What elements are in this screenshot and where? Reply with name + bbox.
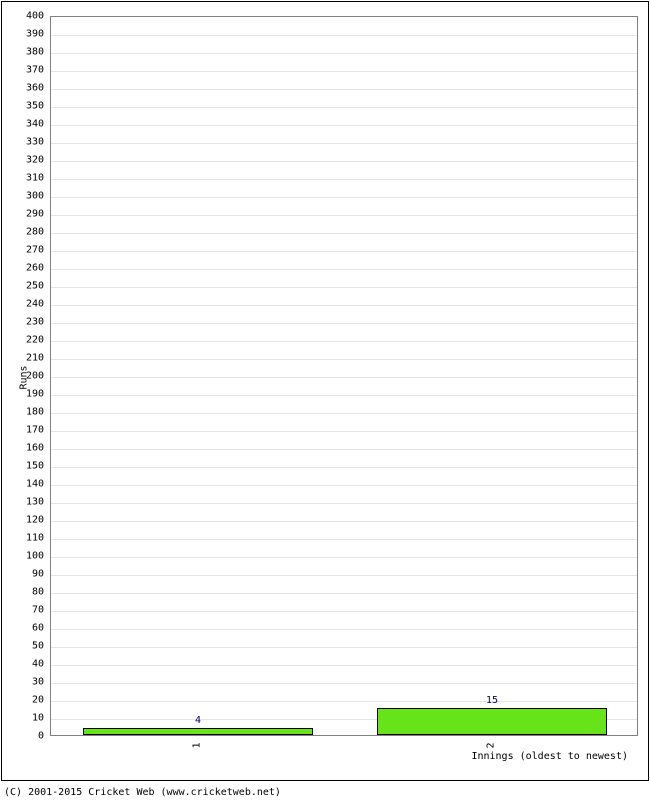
y-tick-label: 350 — [4, 101, 44, 112]
gridline — [51, 539, 637, 540]
gridline — [51, 197, 637, 198]
y-tick-label: 120 — [4, 515, 44, 526]
y-tick-label: 10 — [4, 713, 44, 724]
y-axis-title: Runs — [19, 365, 30, 389]
gridline — [51, 575, 637, 576]
y-tick-label: 340 — [4, 119, 44, 130]
y-tick-label: 190 — [4, 389, 44, 400]
y-tick-label: 370 — [4, 65, 44, 76]
y-tick-label: 20 — [4, 695, 44, 706]
gridline — [51, 593, 637, 594]
y-tick-label: 390 — [4, 29, 44, 40]
gridline — [51, 341, 637, 342]
y-tick-label: 50 — [4, 641, 44, 652]
gridline — [51, 503, 637, 504]
bar-value-label: 4 — [195, 715, 201, 726]
gridline — [51, 125, 637, 126]
y-tick-label: 300 — [4, 191, 44, 202]
plot-area: 4 15 — [50, 16, 638, 736]
y-tick-label: 30 — [4, 677, 44, 688]
y-tick-label: 70 — [4, 605, 44, 616]
gridline — [51, 359, 637, 360]
gridline — [51, 179, 637, 180]
y-tick-label: 400 — [4, 11, 44, 22]
gridline — [51, 611, 637, 612]
gridline — [51, 449, 637, 450]
gridline — [51, 467, 637, 468]
y-tick-label: 90 — [4, 569, 44, 580]
bar — [83, 728, 312, 735]
gridline — [51, 161, 637, 162]
y-tick-label: 260 — [4, 263, 44, 274]
gridline — [51, 647, 637, 648]
gridline — [51, 305, 637, 306]
y-tick-label: 240 — [4, 299, 44, 310]
y-tick-label: 40 — [4, 659, 44, 670]
gridline — [51, 395, 637, 396]
gridline — [51, 287, 637, 288]
gridline — [51, 71, 637, 72]
y-tick-label: 290 — [4, 209, 44, 220]
gridline — [51, 629, 637, 630]
gridline — [51, 377, 637, 378]
bar — [377, 708, 606, 735]
gridline — [51, 485, 637, 486]
y-tick-label: 220 — [4, 335, 44, 346]
gridline — [51, 665, 637, 666]
y-tick-label: 0 — [4, 731, 44, 742]
y-tick-label: 160 — [4, 443, 44, 454]
copyright-text: (C) 2001-2015 Cricket Web (www.cricketwe… — [4, 787, 281, 798]
bar-value-label: 15 — [486, 695, 498, 706]
gridline — [51, 269, 637, 270]
gridline — [51, 215, 637, 216]
y-tick-label: 280 — [4, 227, 44, 238]
gridline — [51, 701, 637, 702]
y-tick-label: 320 — [4, 155, 44, 166]
y-tick-label: 180 — [4, 407, 44, 418]
y-tick-label: 270 — [4, 245, 44, 256]
y-tick-label: 150 — [4, 461, 44, 472]
y-tick-label: 360 — [4, 83, 44, 94]
y-tick-label: 80 — [4, 587, 44, 598]
y-tick-label: 230 — [4, 317, 44, 328]
gridline — [51, 107, 637, 108]
y-tick-label: 330 — [4, 137, 44, 148]
gridline — [51, 413, 637, 414]
gridline — [51, 35, 637, 36]
y-tick-label: 380 — [4, 47, 44, 58]
x-axis-title: Innings (oldest to newest) — [471, 751, 628, 762]
gridline — [51, 557, 637, 558]
y-tick-label: 60 — [4, 623, 44, 634]
gridline — [51, 53, 637, 54]
x-tick-label: 1 — [192, 742, 203, 748]
gridline — [51, 521, 637, 522]
gridline — [51, 233, 637, 234]
gridline — [51, 323, 637, 324]
y-tick-label: 170 — [4, 425, 44, 436]
y-tick-label: 140 — [4, 479, 44, 490]
y-tick-label: 130 — [4, 497, 44, 508]
gridline — [51, 143, 637, 144]
gridline — [51, 683, 637, 684]
y-tick-label: 210 — [4, 353, 44, 364]
y-tick-label: 310 — [4, 173, 44, 184]
x-tick-label: 2 — [486, 742, 497, 748]
y-tick-label: 110 — [4, 533, 44, 544]
gridline — [51, 89, 637, 90]
y-tick-label: 100 — [4, 551, 44, 562]
y-tick-label: 250 — [4, 281, 44, 292]
gridline — [51, 431, 637, 432]
gridline — [51, 251, 637, 252]
chart-frame: 4 15 0 10 20 30 40 50 60 70 80 90 100 110 120 130 140 15… — [1, 1, 649, 781]
